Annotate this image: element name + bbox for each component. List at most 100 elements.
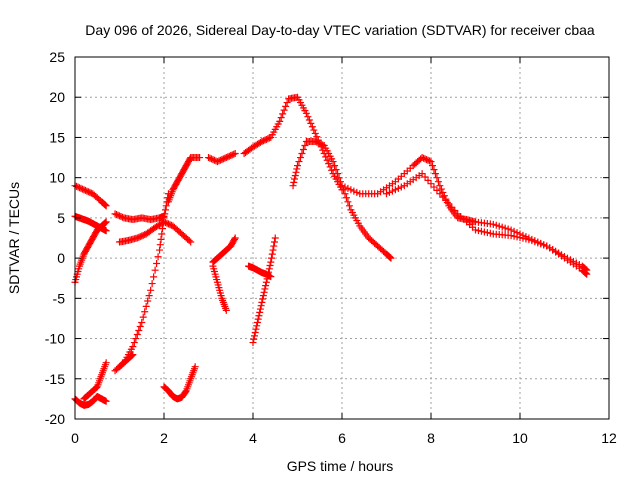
data-point <box>267 258 275 266</box>
data-point <box>504 225 512 233</box>
data-point <box>316 139 324 147</box>
data-point <box>187 238 195 246</box>
data-point <box>276 117 284 125</box>
data-point <box>430 166 438 174</box>
data-point <box>341 183 349 191</box>
data-point <box>430 183 438 191</box>
y-tick-label: 25 <box>49 49 65 65</box>
data-point <box>385 253 393 261</box>
data-point <box>227 152 235 160</box>
data-point <box>141 308 149 316</box>
data-point <box>262 278 270 286</box>
data-point <box>385 188 393 196</box>
x-axis-label: GPS time / hours <box>287 458 394 474</box>
data-point <box>341 190 349 198</box>
data-point <box>210 156 218 164</box>
data-point <box>139 231 147 239</box>
series-track-t <box>383 170 591 278</box>
data-point <box>261 136 269 144</box>
data-point <box>231 234 239 242</box>
data-point <box>160 214 168 222</box>
data-point <box>144 297 152 305</box>
data-point <box>166 221 174 229</box>
x-tick-label: 2 <box>160 430 168 446</box>
data-point <box>510 232 518 240</box>
data-point <box>328 166 336 174</box>
data-point <box>472 226 479 234</box>
data-point <box>265 134 273 142</box>
data-point <box>258 137 266 145</box>
data-point <box>142 302 150 310</box>
data-point <box>420 154 428 162</box>
data-point <box>319 141 327 149</box>
y-tick-label: 20 <box>49 89 65 105</box>
data-point <box>314 139 322 147</box>
data-point <box>283 99 291 107</box>
data-point <box>258 298 266 306</box>
data-point <box>537 240 545 248</box>
data-point <box>161 210 169 218</box>
data-point <box>531 238 539 246</box>
data-point <box>255 312 263 320</box>
data-point <box>159 219 167 227</box>
data-point <box>147 286 155 294</box>
x-tick-label: 0 <box>71 430 79 446</box>
y-tick-label: -5 <box>53 290 66 306</box>
data-point <box>427 180 435 188</box>
series-track-c <box>71 218 110 286</box>
data-point <box>80 186 88 194</box>
data-point <box>191 363 199 371</box>
data-point <box>84 188 92 196</box>
data-point <box>78 185 86 193</box>
data-point <box>434 178 442 186</box>
data-point <box>259 137 267 145</box>
data-point <box>317 140 325 148</box>
data-point <box>117 213 125 221</box>
data-point <box>426 157 434 165</box>
data-point <box>185 237 193 245</box>
y-tick-labels: -20 -15 -10 -5 0 5 10 15 20 25 <box>45 49 65 427</box>
data-point <box>337 178 345 186</box>
data-point <box>267 273 275 281</box>
data-point <box>353 188 361 196</box>
y-tick-label: -20 <box>45 411 65 427</box>
data-point <box>145 292 153 300</box>
data-point <box>221 154 229 162</box>
data-point <box>136 322 144 330</box>
data-point <box>501 224 509 232</box>
data-point <box>344 198 352 206</box>
data-point <box>118 213 126 221</box>
data-point <box>161 206 169 214</box>
data-point <box>261 285 269 293</box>
data-point <box>102 202 110 210</box>
data-point <box>228 151 236 159</box>
data-point <box>102 359 110 367</box>
data-point <box>440 192 448 200</box>
x-tick-label: 12 <box>601 430 617 446</box>
data-point <box>540 241 548 249</box>
data-point <box>436 190 444 198</box>
data-point <box>480 228 488 236</box>
data-point <box>132 335 140 343</box>
data-point <box>136 233 144 241</box>
y-tick-label: 5 <box>57 210 65 226</box>
data-point <box>513 233 521 241</box>
x-tick-label: 6 <box>338 430 346 446</box>
data-point <box>486 229 494 237</box>
data-point <box>154 253 162 261</box>
data-point <box>101 201 109 209</box>
y-tick-label: -10 <box>45 331 65 347</box>
data-point <box>477 227 485 235</box>
data-point <box>222 154 230 162</box>
data-point <box>528 237 536 245</box>
series-track-j <box>164 154 204 206</box>
data-point <box>391 186 399 194</box>
axis-ticks <box>74 56 610 420</box>
data-point <box>101 200 109 208</box>
series-track-k <box>160 363 199 403</box>
data-point <box>77 184 85 192</box>
data-point <box>156 241 164 249</box>
data-point <box>86 188 94 196</box>
data-point <box>277 114 285 122</box>
